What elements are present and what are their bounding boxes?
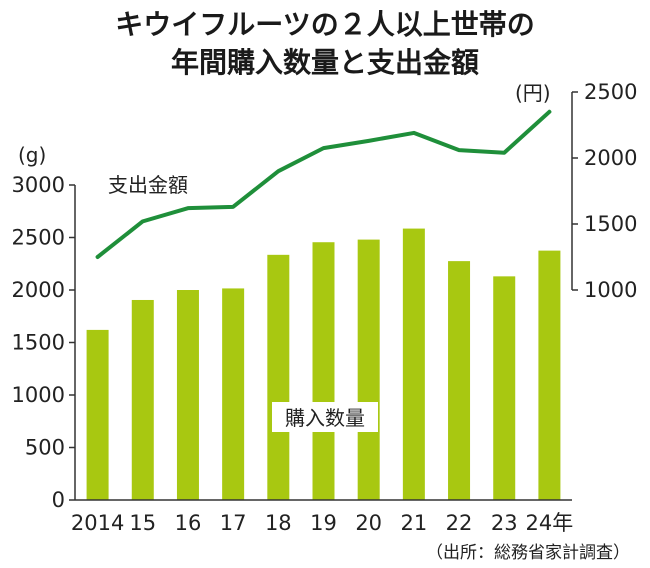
left-tick-label-2000: 2000 [12,278,65,302]
x-tick-label-19: 19 [310,511,337,535]
right-tick-label-2500: 2500 [584,80,637,104]
x-tick-label-24年: 24年 [526,511,574,535]
left-tick-label-500: 500 [25,436,65,460]
left-axis-unit: (g) [18,143,46,167]
bar-17 [222,288,245,500]
line-series-label: 支出金額 [108,173,188,197]
line-series-path [95,109,552,259]
left-tick-label-1000: 1000 [12,383,65,407]
bar-series-label: 購入数量 [285,406,365,430]
labels-group: 0 500 1000 1500 2000 2500 3000 1000 1500 2000 2500… [12,80,638,535]
right-tick-label-2000: 2000 [584,146,637,170]
source-note: （出所：総務省家計調査） [426,543,630,563]
left-tick-label-0: 0 [52,488,65,512]
right-tick-label-1000: 1000 [584,278,637,302]
right-axis-unit: (円) [515,81,551,105]
bar-22 [448,261,471,500]
bar-series-label-background [272,402,378,432]
x-tick-label-21: 21 [400,511,427,535]
x-tick-label-20: 20 [355,511,382,535]
left-tick-label-2500: 2500 [12,226,65,250]
chart-title-line-2: 年間購入数量と支出金額 [171,46,479,79]
bar-18 [267,254,290,500]
x-tick-label-15: 15 [129,511,156,535]
line-series-group [95,109,552,259]
axes-group [69,91,578,501]
x-tick-label-16: 16 [175,511,202,535]
x-tick-label-17: 17 [220,511,247,535]
chart-title-line-1: キウイフルーツの２人以上世帯の [115,8,534,41]
bar-24年 [538,250,561,500]
bar-20 [357,239,380,500]
x-tick-label-22: 22 [446,511,473,535]
x-tick-label-23: 23 [491,511,518,535]
bar-21 [402,228,425,500]
bar-16 [176,290,199,500]
left-tick-label-1500: 1500 [12,331,65,355]
bar-19 [312,242,335,500]
x-tick-label-2014: 2014 [71,511,124,535]
x-tick-label-18: 18 [265,511,292,535]
bar-2014 [86,329,109,500]
left-tick-label-3000: 3000 [12,173,65,197]
bar-series-group [86,228,561,500]
bar-23 [493,276,516,500]
bar-15 [131,299,154,500]
right-tick-label-1500: 1500 [584,212,637,236]
